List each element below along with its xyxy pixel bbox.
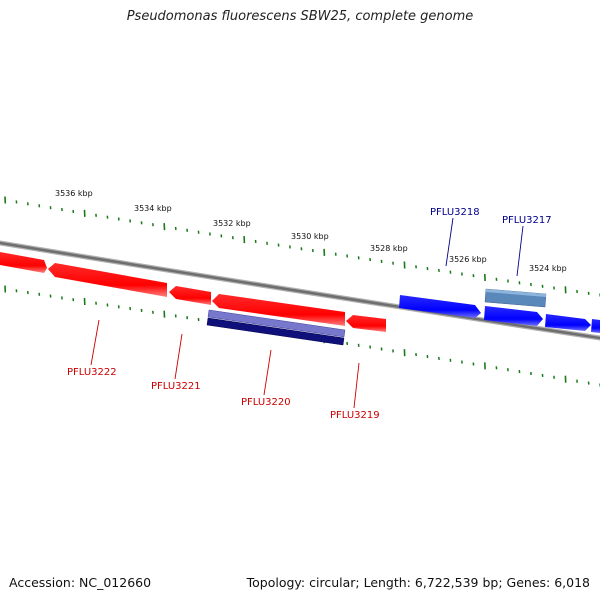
gene-label-pflu3222[interactable]: PFLU3222 <box>67 367 117 378</box>
genome-title: Pseudomonas fluorescens SBW25, complete … <box>126 9 474 24</box>
gene-arrow-pflu3221[interactable] <box>169 286 211 305</box>
leader-line-pflu3217 <box>516 225 524 277</box>
gene-arrow-pflu3218[interactable] <box>399 295 481 318</box>
gene-label-pflu3221[interactable]: PFLU3221 <box>151 381 201 392</box>
leader-line-pflu3221 <box>174 333 183 380</box>
feature-bar-pflu3220-light[interactable] <box>207 309 346 338</box>
gene-arrow-next-2[interactable] <box>591 319 600 333</box>
tick-label-3536: 3536 kbp <box>55 189 93 198</box>
tick-label-3526: 3526 kbp <box>449 255 487 264</box>
accession-label: Accession: NC_012660 <box>9 575 152 590</box>
leader-line-pflu3220 <box>263 349 272 396</box>
tick-labels: 3536 kbp 3534 kbp 3532 kbp 3530 kbp 3528… <box>55 189 567 273</box>
tick-label-3532: 3532 kbp <box>213 219 251 228</box>
tick-label-3530: 3530 kbp <box>291 232 329 241</box>
gene-arrow-next-1[interactable] <box>545 314 591 331</box>
tick-label-3528: 3528 kbp <box>370 244 408 253</box>
leader-line-pflu3218 <box>445 217 454 267</box>
genome-summary-label: Topology: circular; Length: 6,722,539 bp… <box>246 575 590 590</box>
gene-arrow-pflu3219[interactable] <box>346 315 386 332</box>
gene-arrow-pflu3222[interactable] <box>48 263 167 297</box>
forward-strand-genes <box>399 295 600 333</box>
gene-arrow-pflu3217[interactable] <box>484 306 543 326</box>
gene-arrow-pflu3220[interactable] <box>212 294 345 326</box>
gene-label-pflu3217[interactable]: PFLU3217 <box>502 215 552 226</box>
tick-label-3524: 3524 kbp <box>529 264 567 273</box>
tick-label-3534: 3534 kbp <box>134 204 172 213</box>
upper-tick-row <box>4 196 600 297</box>
feature-bar-pflu3220-dark[interactable] <box>206 317 345 346</box>
gene-arrow-pflu3222-upstream[interactable] <box>0 252 47 273</box>
leader-line-pflu3222 <box>90 319 100 366</box>
gene-label-pflu3218[interactable]: PFLU3218 <box>430 207 480 218</box>
reverse-gene-labels: PFLU3222 PFLU3221 PFLU3220 PFLU3219 <box>67 319 380 421</box>
gene-label-pflu3220[interactable]: PFLU3220 <box>241 397 291 408</box>
forward-gene-labels: PFLU3218 PFLU3217 <box>430 207 552 277</box>
feature-bar-pflu3217-highlight <box>486 289 546 297</box>
leader-line-pflu3219 <box>353 362 360 409</box>
genome-backbone-core <box>0 241 600 340</box>
gene-label-pflu3219[interactable]: PFLU3219 <box>330 410 380 421</box>
reverse-strand-genes <box>0 252 386 332</box>
